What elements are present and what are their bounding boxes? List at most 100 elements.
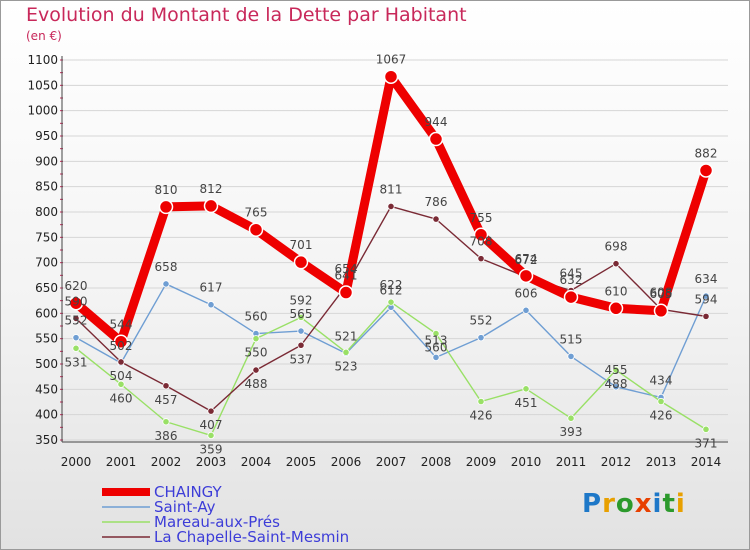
data-label-chaingy-2014: 882 — [695, 146, 718, 160]
data-point-mareau-aux-pr-s-2008 — [432, 329, 440, 338]
data-point-saint-ay-2005 — [297, 327, 305, 335]
data-label-mareau-aux-pr-s-2010: 451 — [515, 396, 538, 410]
data-label-saint-ay-2012: 455 — [605, 363, 628, 377]
logo-letter: P — [582, 489, 603, 519]
data-label-saint-ay-2008: 513 — [425, 333, 448, 347]
data-point-mareau-aux-pr-s-2007 — [387, 298, 395, 306]
data-point-chaingy-2011 — [563, 289, 579, 305]
data-point-mareau-aux-pr-s-2012 — [612, 366, 620, 374]
y-tick-350: 350 — [35, 433, 58, 447]
data-point-mareau-aux-pr-s-2013 — [657, 397, 665, 406]
data-label-chaingy-2012: 610 — [605, 284, 628, 298]
x-tick-2004: 2004 — [241, 455, 272, 469]
logo-letter: i — [652, 489, 663, 519]
data-label-mareau-aux-pr-s-2008: 560 — [425, 341, 448, 355]
data-point-chaingy-2001 — [113, 334, 129, 349]
data-label-chaingy-2006: 641 — [335, 269, 358, 283]
data-point-mareau-aux-pr-s-2011 — [567, 414, 575, 422]
x-tick-2011: 2011 — [556, 455, 587, 469]
y-tick-400: 400 — [35, 408, 58, 422]
data-point-saint-ay-2003 — [207, 301, 215, 309]
data-label-saint-ay-2014: 634 — [695, 272, 718, 286]
data-point-chaingy-2007 — [383, 69, 399, 84]
data-label-la-chapelle-saint-mesmin-2010: 672 — [515, 253, 538, 267]
data-label-saint-ay-2000: 552 — [65, 314, 88, 328]
data-label-mareau-aux-pr-s-2007: 622 — [380, 278, 403, 292]
chart-subtitle: (en €) — [26, 29, 62, 43]
data-point-chaingy-2013 — [653, 303, 669, 319]
data-point-la-chapelle-saint-mesmin-2007 — [387, 202, 395, 211]
y-tick-500: 500 — [35, 357, 58, 371]
data-label-saint-ay-2011: 515 — [560, 332, 583, 346]
data-label-chaingy-2001: 544 — [110, 318, 133, 332]
data-point-saint-ay-2002 — [162, 280, 170, 288]
data-label-chaingy-2008: 944 — [425, 115, 448, 129]
data-label-chaingy-2000: 620 — [65, 279, 88, 293]
logo-letter: o — [615, 489, 635, 519]
data-point-saint-ay-2008 — [432, 353, 440, 362]
data-point-chaingy-2000 — [68, 295, 84, 311]
x-tick-2003: 2003 — [196, 455, 227, 469]
data-point-chaingy-2012 — [608, 301, 624, 316]
x-tick-2010: 2010 — [511, 455, 542, 469]
legend-label-mareau-aux-pr-s: Mareau-aux-Prés — [154, 513, 280, 531]
data-label-la-chapelle-saint-mesmin-2009: 708 — [470, 235, 493, 249]
data-point-mareau-aux-pr-s-2001 — [117, 380, 125, 388]
data-label-chaingy-2003: 812 — [200, 182, 223, 196]
data-point-mareau-aux-pr-s-2010 — [522, 385, 530, 393]
data-label-mareau-aux-pr-s-2011: 393 — [560, 425, 583, 439]
data-label-chaingy-2005: 701 — [290, 238, 313, 252]
data-label-chaingy-2009: 755 — [470, 211, 493, 225]
data-point-la-chapelle-saint-mesmin-2001 — [117, 358, 125, 366]
y-tick-450: 450 — [35, 382, 58, 396]
data-label-saint-ay-2010: 606 — [515, 286, 538, 300]
data-point-saint-ay-2011 — [567, 352, 575, 360]
data-point-mareau-aux-pr-s-2002 — [162, 418, 170, 426]
y-tick-900: 900 — [35, 154, 58, 168]
data-point-mareau-aux-pr-s-2009 — [477, 397, 485, 406]
data-point-mareau-aux-pr-s-2000 — [72, 344, 80, 352]
data-label-saint-ay-2002: 658 — [155, 260, 178, 274]
data-point-chaingy-2014 — [698, 163, 714, 178]
x-tick-2006: 2006 — [331, 455, 362, 469]
data-label-saint-ay-2003: 617 — [200, 281, 223, 295]
data-point-chaingy-2008 — [428, 131, 444, 147]
data-label-la-chapelle-saint-mesmin-2014: 594 — [695, 292, 718, 306]
x-tick-2013: 2013 — [646, 455, 677, 469]
y-tick-550: 550 — [35, 332, 58, 346]
data-point-la-chapelle-saint-mesmin-2005 — [297, 341, 305, 349]
data-point-chaingy-2004 — [248, 222, 264, 237]
logo-letter: r — [602, 489, 616, 519]
data-point-la-chapelle-saint-mesmin-2002 — [162, 382, 170, 390]
data-label-la-chapelle-saint-mesmin-2004: 488 — [245, 377, 268, 391]
x-tick-2008: 2008 — [421, 455, 452, 469]
x-tick-2000: 2000 — [61, 455, 92, 469]
data-label-la-chapelle-saint-mesmin-2007: 811 — [380, 182, 403, 196]
y-tick-850: 850 — [35, 180, 58, 194]
legend-label-saint-ay: Saint-Ay — [154, 498, 216, 516]
y-tick-1000: 1000 — [27, 104, 58, 118]
data-label-la-chapelle-saint-mesmin-2008: 786 — [425, 195, 448, 209]
x-tick-2012: 2012 — [601, 455, 632, 469]
data-point-mareau-aux-pr-s-2005 — [297, 313, 305, 321]
data-point-chaingy-2010 — [518, 268, 534, 284]
data-point-la-chapelle-saint-mesmin-2004 — [252, 366, 260, 374]
data-label-saint-ay-2006: 521 — [335, 329, 358, 343]
data-label-mareau-aux-pr-s-2001: 460 — [110, 391, 133, 405]
data-point-la-chapelle-saint-mesmin-2003 — [207, 407, 215, 415]
data-label-la-chapelle-saint-mesmin-2005: 537 — [290, 352, 313, 366]
data-label-mareau-aux-pr-s-2005: 592 — [290, 293, 313, 307]
data-label-chaingy-2004: 765 — [245, 206, 268, 220]
data-label-chaingy-2010: 674 — [515, 252, 538, 266]
proxiti-logo: Proxiti — [582, 489, 686, 519]
data-point-mareau-aux-pr-s-2004 — [252, 335, 260, 343]
data-label-saint-ay-2013: 434 — [650, 373, 673, 387]
data-point-la-chapelle-saint-mesmin-2008 — [432, 215, 440, 223]
data-point-la-chapelle-saint-mesmin-2014 — [702, 312, 710, 320]
logo-letter: x — [634, 489, 653, 519]
data-point-la-chapelle-saint-mesmin-2012 — [612, 260, 620, 268]
